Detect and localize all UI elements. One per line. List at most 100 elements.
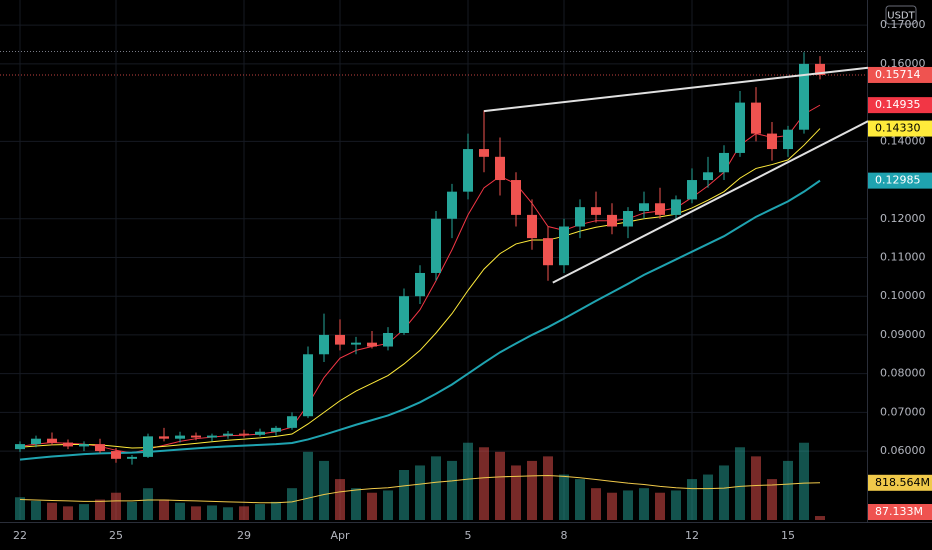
moving-average xyxy=(19,179,821,461)
volume-bar xyxy=(687,479,697,520)
candle-body xyxy=(783,129,793,150)
volume-bar xyxy=(239,506,249,520)
candle-body xyxy=(239,433,249,435)
candle-body xyxy=(575,207,585,227)
candle-body xyxy=(207,435,217,438)
y-tick-label: 0.12000 xyxy=(880,212,926,225)
y-tick-label: 0.17000 xyxy=(880,18,926,31)
volume-bar xyxy=(479,447,489,520)
candle-body xyxy=(143,436,153,457)
axis-value-label: 0.12985 xyxy=(875,174,921,187)
candle-body xyxy=(431,218,441,273)
y-tick-label: 0.14000 xyxy=(880,134,926,147)
candle-body xyxy=(15,444,25,450)
x-tick-label: 25 xyxy=(109,529,123,542)
volume-bar xyxy=(495,451,505,520)
candle-body xyxy=(703,172,713,181)
candle-body xyxy=(687,180,697,200)
candle-body xyxy=(751,102,761,134)
x-tick-label: 5 xyxy=(465,529,472,542)
volume-bar xyxy=(815,516,825,520)
candle-body xyxy=(671,199,681,215)
candle-body xyxy=(223,433,233,436)
candle-body xyxy=(159,436,169,439)
y-tick-label: 0.07000 xyxy=(880,405,926,418)
candle-body xyxy=(111,451,121,459)
candle-body xyxy=(447,191,457,219)
volume-bar xyxy=(623,490,633,520)
axis-value-label: 87.133M xyxy=(875,505,923,518)
volume-bar xyxy=(31,500,41,520)
candle-body xyxy=(175,435,185,439)
candle-body xyxy=(511,180,521,215)
volume-bar xyxy=(15,497,25,520)
volume-bar xyxy=(255,504,265,520)
candle-body xyxy=(415,272,425,297)
volume-bar xyxy=(383,490,393,520)
volume-bar xyxy=(111,492,121,520)
candle-body xyxy=(655,203,665,215)
volume-bar xyxy=(159,499,169,520)
volume-bar xyxy=(351,488,361,520)
candle-body xyxy=(495,156,505,181)
candle-body xyxy=(79,444,89,447)
candle-body xyxy=(31,438,41,445)
y-tick-label: 0.08000 xyxy=(880,367,926,380)
trendline xyxy=(552,120,869,284)
axis-value-label: 0.15714 xyxy=(875,68,921,81)
volume-bar xyxy=(447,460,457,520)
volume-bar xyxy=(95,499,105,520)
volume-bar xyxy=(127,501,137,520)
candle-body xyxy=(623,211,633,227)
volume-bar xyxy=(463,442,473,520)
axis-value-box xyxy=(868,504,932,520)
axis-value-box xyxy=(868,172,932,189)
volume-bar xyxy=(543,456,553,520)
volume-bar xyxy=(703,474,713,520)
volume-bar xyxy=(735,447,745,520)
volume-bar xyxy=(655,492,665,520)
candle-body xyxy=(383,332,393,347)
volume-bar xyxy=(511,465,521,520)
y-tick-label: 0.11000 xyxy=(880,250,926,263)
candle-body xyxy=(47,438,57,443)
candle-body xyxy=(559,226,569,266)
volume-bar xyxy=(335,479,345,520)
volume-bar xyxy=(767,479,777,520)
volume-bar xyxy=(47,502,57,520)
volume-bar xyxy=(319,460,329,520)
currency-box[interactable] xyxy=(885,5,917,25)
axis-value-label: 0.14330 xyxy=(875,122,921,135)
candle-body xyxy=(799,63,809,130)
volume-bar xyxy=(719,465,729,520)
x-tick-label: 22 xyxy=(13,529,27,542)
candle-body xyxy=(719,152,729,173)
y-tick-label: 0.16000 xyxy=(880,57,926,70)
candle-body xyxy=(463,149,473,192)
axis-value-box xyxy=(868,66,932,83)
candle-body xyxy=(319,334,329,355)
volume-bar xyxy=(79,504,89,520)
volume-bar xyxy=(223,507,233,520)
moving-average xyxy=(19,104,821,454)
volume-bar xyxy=(639,488,649,520)
axis-value-label: 0.14935 xyxy=(875,98,921,111)
y-tick-label: 0.06000 xyxy=(880,444,926,457)
candle-body xyxy=(479,149,489,157)
candle-body xyxy=(543,238,553,266)
candle-body xyxy=(767,133,777,150)
y-tick-label: 0.10000 xyxy=(880,289,926,302)
candle-body xyxy=(303,354,313,417)
x-tick-label: 29 xyxy=(237,529,251,542)
candle-body xyxy=(367,342,377,347)
x-tick-label: 8 xyxy=(561,529,568,542)
candle-body xyxy=(287,416,297,428)
candle-body xyxy=(95,444,105,452)
candle-body xyxy=(335,334,345,345)
volume-bar xyxy=(143,488,153,520)
candle-body xyxy=(127,456,137,459)
volume-bar xyxy=(575,479,585,520)
volume-bar xyxy=(607,492,617,520)
x-tick-label: 15 xyxy=(781,529,795,542)
axis-value-box xyxy=(868,120,932,137)
